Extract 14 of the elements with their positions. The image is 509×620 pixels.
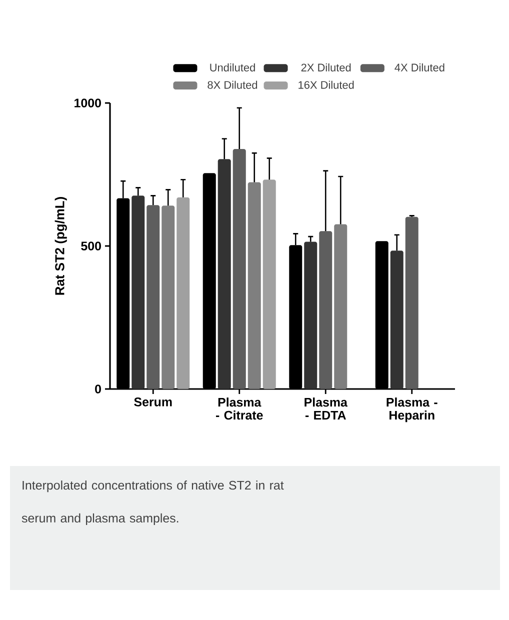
legend-label: Undiluted	[210, 63, 255, 72]
legend-label: 4X Diluted	[394, 63, 444, 72]
legend-label: 16X Diluted	[298, 80, 354, 89]
x-tick-label: Plasma - Citrate	[216, 398, 263, 420]
y-tick-label: 0	[95, 384, 101, 394]
legend-label: 8X Diluted	[208, 80, 258, 89]
y-tick-label: 500	[81, 242, 101, 250]
legend-label: 2X Diluted	[301, 63, 351, 72]
x-tick-label: Plasma - EDTA	[304, 398, 348, 420]
y-axis-title: Rat ST2 (pg/mL)	[54, 197, 67, 295]
y-tick-label: 1000	[74, 98, 101, 108]
x-tick-label: Serum	[134, 398, 172, 406]
text: Interpolated concentrations of native ST2 in rat serum and plasma samples.	[22, 480, 284, 526]
x-tick-label: Plasma - Heparin	[386, 398, 438, 422]
